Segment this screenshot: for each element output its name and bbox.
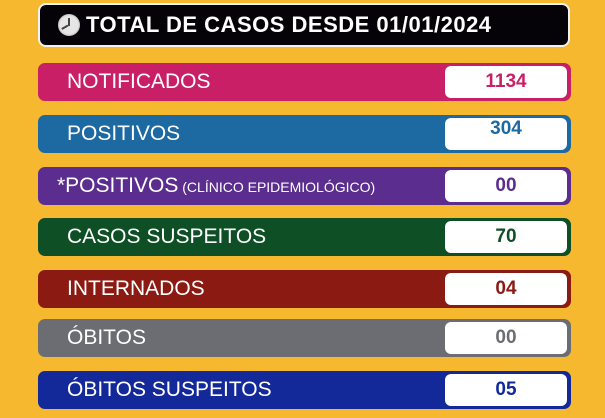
stat-row-casos-suspeitos: CASOS SUSPEITOS 70	[38, 218, 571, 256]
stat-row-positivos-clinico: *POSITIVOS (CLÍNICO EPIDEMIOLÓGICO) 00	[38, 167, 571, 205]
stat-value: 00	[445, 322, 567, 354]
stat-label: INTERNADOS	[67, 277, 205, 300]
stat-value: 04	[445, 273, 567, 305]
stat-value: 05	[445, 374, 567, 406]
stat-row-obitos-suspeitos: ÓBITOS SUSPEITOS 05	[38, 371, 571, 409]
page-title: TOTAL DE CASOS DESDE 01/01/2024	[86, 12, 492, 37]
stat-row-positivos: POSITIVOS 304	[38, 115, 571, 153]
stat-label: NOTIFICADOS	[67, 70, 211, 93]
clock-icon	[58, 14, 80, 36]
stat-label: CASOS SUSPEITOS	[67, 225, 267, 248]
stat-value: 70	[445, 221, 567, 253]
stat-row-notificados: NOTIFICADOS 1134	[38, 63, 571, 101]
stat-row-internados: INTERNADOS 04	[38, 270, 571, 308]
stat-value: 00	[445, 170, 567, 202]
stat-row-obitos: ÓBITOS 00	[38, 319, 571, 357]
stat-label: POSITIVOS	[67, 122, 181, 145]
stat-value: 304	[445, 118, 567, 150]
stat-value: 1134	[445, 66, 567, 98]
title-banner: TOTAL DE CASOS DESDE 01/01/2024	[38, 3, 570, 47]
stat-label: *POSITIVOS (CLÍNICO EPIDEMIOLÓGICO)	[57, 174, 376, 197]
stat-label: ÓBITOS	[67, 326, 146, 349]
stat-label: ÓBITOS SUSPEITOS	[67, 378, 272, 401]
